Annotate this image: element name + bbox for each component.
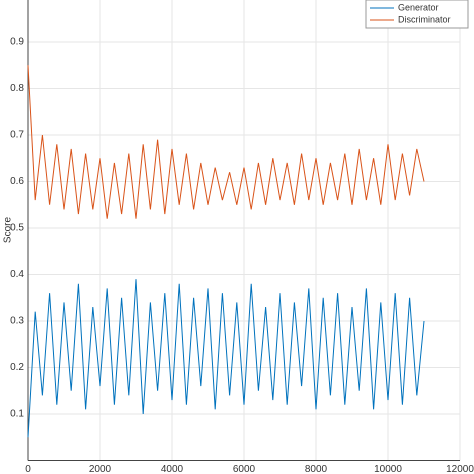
legend-label: Generator <box>398 2 439 12</box>
legend-box <box>365 0 469 29</box>
series-line <box>27 65 425 219</box>
y-tick-label: 0.2 <box>10 362 24 373</box>
x-tick-label: 0 <box>25 464 31 474</box>
x-tick-label: 6000 <box>233 464 256 474</box>
y-tick-label: 0.9 <box>10 37 24 48</box>
series-line <box>27 279 425 438</box>
x-tick-label: 8000 <box>305 464 328 474</box>
x-tick-label: 2000 <box>89 464 112 474</box>
y-tick-label: 0.3 <box>10 316 24 327</box>
x-tick-label: 12000 <box>446 464 474 474</box>
y-axis-label: Score <box>3 217 14 244</box>
legend-label: Discriminator <box>398 14 451 24</box>
y-tick-label: 0.5 <box>10 223 24 234</box>
x-tick-label: 10000 <box>374 464 402 474</box>
y-tick-label: 0.4 <box>10 269 24 280</box>
y-tick-label: 0.8 <box>10 83 24 94</box>
y-tick-label: 0.1 <box>10 409 24 420</box>
x-tick-label: 4000 <box>161 464 184 474</box>
y-tick-label: 0.6 <box>10 176 24 187</box>
y-tick-label: 0.7 <box>10 130 24 141</box>
